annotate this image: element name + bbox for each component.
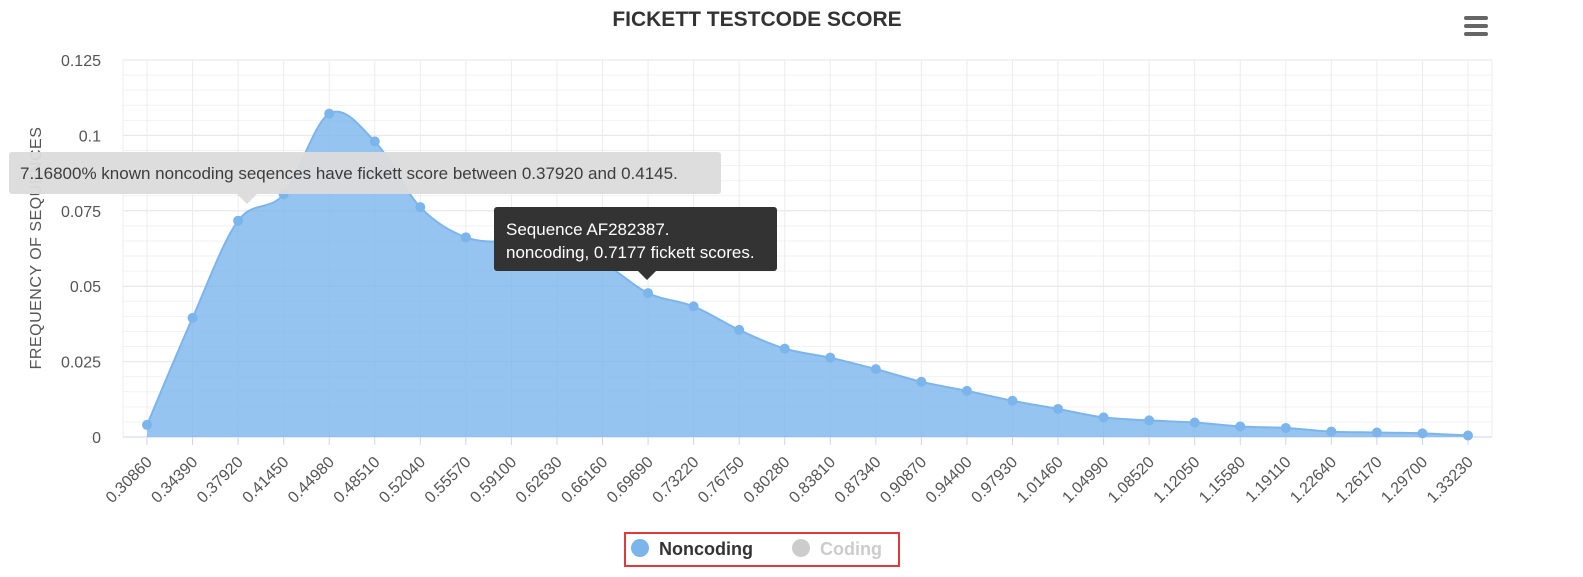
y-tick-label: 0 bbox=[92, 430, 101, 447]
tooltip-arrow bbox=[638, 271, 656, 280]
x-tick-label: 0.90870 bbox=[877, 454, 930, 507]
x-tick-label: 0.48510 bbox=[331, 454, 384, 507]
x-tick-label: 1.01460 bbox=[1014, 454, 1067, 507]
data-point bbox=[1235, 421, 1246, 432]
point-tooltip-line1: Sequence AF282387. bbox=[506, 220, 670, 239]
y-tick-label: 0.05 bbox=[70, 279, 101, 296]
x-tick-label: 0.83810 bbox=[786, 454, 839, 507]
data-point bbox=[324, 108, 335, 119]
data-point bbox=[460, 232, 471, 243]
data-point bbox=[825, 352, 836, 363]
x-tick-label: 0.59100 bbox=[467, 454, 520, 507]
y-tick-label: 0.025 bbox=[61, 355, 101, 372]
data-point bbox=[1189, 417, 1200, 428]
x-tick-label: 0.76750 bbox=[695, 454, 748, 507]
series-noncoding bbox=[142, 108, 1473, 441]
region-tooltip-text: 7.16800% known noncoding seqences have f… bbox=[20, 164, 678, 183]
y-tick-label: 0.125 bbox=[61, 53, 101, 70]
data-point bbox=[1463, 430, 1473, 441]
data-point bbox=[734, 324, 745, 335]
data-point bbox=[233, 215, 244, 226]
point-tooltip-line2: noncoding, 0.7177 fickett scores. bbox=[506, 243, 755, 262]
hamburger-menu-icon[interactable] bbox=[1459, 12, 1493, 40]
x-tick-label: 1.12050 bbox=[1151, 454, 1204, 507]
menu-bar bbox=[1464, 24, 1488, 28]
legend-noncoding-label: Noncoding bbox=[659, 539, 753, 559]
legend-coding-marker bbox=[792, 539, 810, 557]
data-point bbox=[1144, 415, 1155, 426]
series-area bbox=[147, 111, 1468, 438]
data-point bbox=[1098, 412, 1109, 423]
data-point bbox=[142, 419, 152, 430]
legend-noncoding-marker bbox=[631, 539, 649, 557]
x-tick-label: 0.97930 bbox=[968, 454, 1021, 507]
y-axis-labels: 0 0.025 0.05 0.075 0.1 0.125 bbox=[61, 53, 101, 447]
menu-bar bbox=[1464, 32, 1488, 36]
legend-highlight-box bbox=[624, 532, 900, 567]
data-point bbox=[187, 312, 198, 323]
x-tick-label: 0.52040 bbox=[376, 454, 429, 507]
data-point bbox=[916, 376, 927, 387]
x-tick-label: 0.55570 bbox=[422, 454, 475, 507]
x-tick-label: 1.08520 bbox=[1105, 454, 1158, 507]
legend-item-noncoding[interactable]: Noncoding bbox=[631, 539, 753, 559]
x-tick-label: 0.30860 bbox=[103, 454, 156, 507]
x-tick-label: 0.94400 bbox=[923, 454, 976, 507]
x-axis-labels: 0.308600.343900.379200.414500.449800.485… bbox=[103, 454, 1477, 507]
x-tick-label: 1.04990 bbox=[1059, 454, 1112, 507]
x-tick-label: 1.29700 bbox=[1378, 454, 1431, 507]
legend-coding-label: Coding bbox=[820, 539, 882, 559]
legend-item-coding[interactable]: Coding bbox=[792, 539, 882, 559]
data-point bbox=[369, 136, 380, 147]
x-tick-label: 1.15580 bbox=[1196, 454, 1249, 507]
x-tick-label: 0.66160 bbox=[558, 454, 611, 507]
data-point bbox=[415, 202, 426, 213]
data-point bbox=[870, 364, 881, 375]
region-tooltip: 7.16800% known noncoding seqences have f… bbox=[9, 152, 721, 204]
legend: Noncoding Coding bbox=[631, 539, 882, 559]
y-tick-label: 0.075 bbox=[61, 204, 101, 221]
y-tick-label: 0.1 bbox=[79, 128, 101, 145]
x-tick-label: 0.62630 bbox=[513, 454, 566, 507]
data-point bbox=[1280, 422, 1291, 433]
x-tick-label: 1.33230 bbox=[1424, 454, 1477, 507]
x-tick-label: 0.80280 bbox=[741, 454, 794, 507]
x-tick-label: 0.87340 bbox=[832, 454, 885, 507]
tooltip-arrow bbox=[237, 194, 257, 204]
menu-bar bbox=[1464, 16, 1488, 20]
x-tick-label: 0.34390 bbox=[148, 454, 201, 507]
data-point bbox=[779, 343, 790, 354]
data-point bbox=[1053, 403, 1064, 414]
x-tick-label: 1.22640 bbox=[1287, 454, 1340, 507]
x-tick-label: 0.73220 bbox=[650, 454, 703, 507]
data-point bbox=[643, 288, 654, 299]
data-point bbox=[688, 301, 699, 312]
data-point bbox=[1326, 426, 1337, 437]
data-point bbox=[1007, 395, 1018, 406]
x-tick-label: 0.41450 bbox=[240, 454, 293, 507]
data-point bbox=[1371, 427, 1382, 438]
x-tick-label: 0.44980 bbox=[285, 454, 338, 507]
data-point bbox=[1417, 428, 1428, 439]
x-tick-label: 1.26170 bbox=[1333, 454, 1386, 507]
x-tick-label: 0.37920 bbox=[194, 454, 247, 507]
x-tick-label: 1.19110 bbox=[1243, 454, 1295, 506]
point-tooltip: Sequence AF282387. noncoding, 0.7177 fic… bbox=[494, 207, 777, 280]
chart-title: FICKETT TESTCODE SCORE bbox=[612, 8, 901, 31]
data-point bbox=[961, 385, 972, 396]
x-tick-label: 0.69690 bbox=[604, 454, 657, 507]
